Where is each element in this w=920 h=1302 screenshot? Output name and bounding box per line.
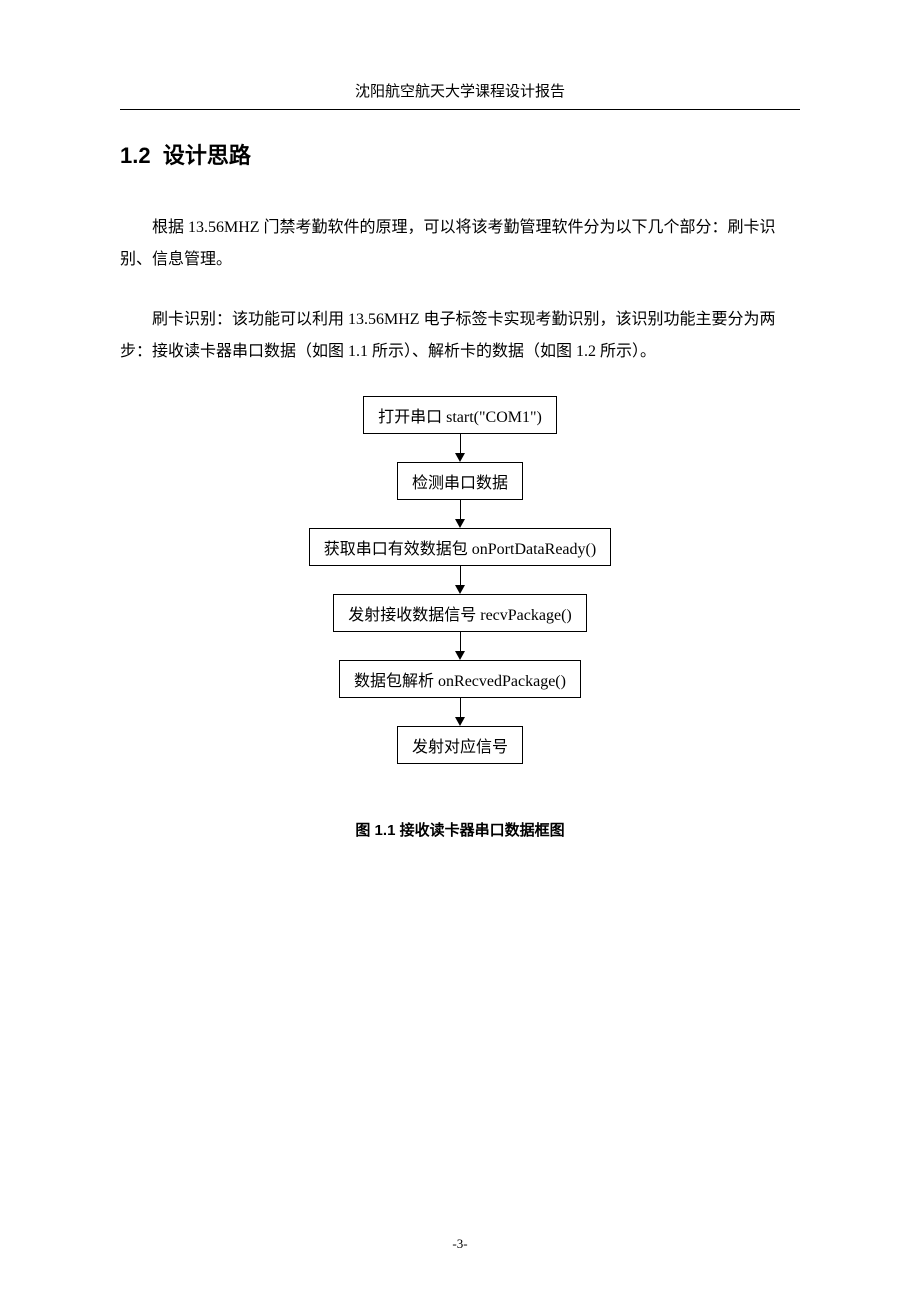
- section-heading: 1.2 设计思路: [120, 138, 800, 170]
- flow-node-0: 打开串口 start("COM1"): [363, 396, 557, 434]
- flow-arrow-icon: [455, 500, 465, 528]
- section-number: 1.2: [120, 143, 151, 168]
- page-header: 沈阳航空航天大学课程设计报告: [120, 80, 800, 110]
- header-title: 沈阳航空航天大学课程设计报告: [355, 84, 565, 100]
- page-number: -3-: [452, 1236, 467, 1251]
- paragraph-1: 根据 13.56MHZ 门禁考勤软件的原理，可以将该考勤管理软件分为以下几个部分…: [120, 212, 800, 276]
- page-footer: -3-: [0, 1236, 920, 1252]
- flow-arrow-icon: [455, 434, 465, 462]
- flow-arrow-icon: [455, 698, 465, 726]
- figure-caption: 图 1.1 接收读卡器串口数据框图: [120, 819, 800, 840]
- flow-node-4: 数据包解析 onRecvedPackage(): [339, 660, 581, 698]
- document-page: 沈阳航空航天大学课程设计报告 1.2 设计思路 根据 13.56MHZ 门禁考勤…: [0, 0, 920, 1302]
- flow-arrow-icon: [455, 632, 465, 660]
- flowchart: 打开串口 start("COM1") 检测串口数据 获取串口有效数据包 onPo…: [120, 396, 800, 764]
- flow-node-3: 发射接收数据信号 recvPackage(): [333, 594, 587, 632]
- flow-node-1: 检测串口数据: [397, 462, 523, 500]
- flow-node-5: 发射对应信号: [397, 726, 523, 764]
- flow-node-2: 获取串口有效数据包 onPortDataReady(): [309, 528, 611, 566]
- section-title-text: 设计思路: [163, 143, 251, 168]
- flow-arrow-icon: [455, 566, 465, 594]
- paragraph-2: 刷卡识别：该功能可以利用 13.56MHZ 电子标签卡实现考勤识别，该识别功能主…: [120, 304, 800, 368]
